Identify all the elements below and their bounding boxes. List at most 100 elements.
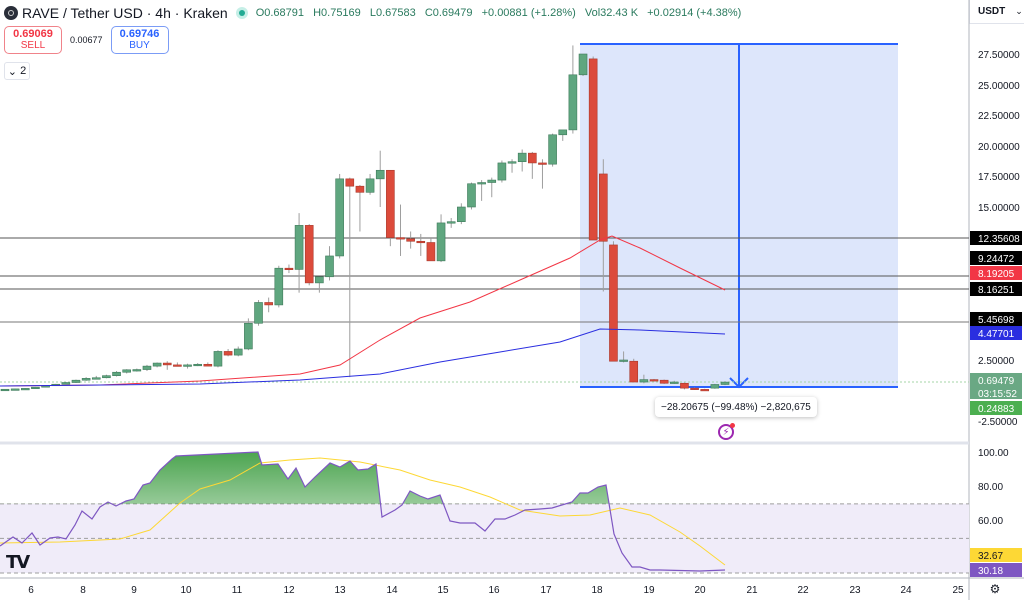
candle: [132, 368, 142, 372]
candle: [203, 362, 213, 367]
candle: [213, 350, 223, 368]
rave-logo-icon: [4, 6, 18, 20]
candle: [497, 160, 507, 183]
svg-text:22: 22: [797, 585, 809, 596]
svg-text:21: 21: [746, 585, 758, 596]
candle: [659, 379, 669, 384]
svg-text:15.00000: 15.00000: [978, 203, 1020, 214]
svg-text:6: 6: [28, 585, 34, 596]
svg-text:0.24883: 0.24883: [978, 404, 1015, 415]
candle: [183, 363, 192, 369]
candle: [162, 361, 172, 370]
candle: [680, 382, 689, 390]
candle: [578, 53, 588, 77]
candle: [649, 378, 659, 382]
candle: [335, 173, 344, 259]
price-level-tag: 0.69479 03:15:52: [970, 373, 1022, 400]
gear-icon[interactable]: ⚙: [989, 582, 1001, 596]
candle: [375, 150, 385, 207]
svg-text:8.16251: 8.16251: [978, 285, 1015, 296]
candle: [294, 213, 304, 293]
candle: [264, 297, 273, 313]
ohlc-values: O0.68791 H0.75169 L0.67583 C0.69479 +0.0…: [256, 7, 748, 19]
candle: [487, 177, 497, 198]
candle: [304, 224, 314, 286]
candle: [477, 180, 486, 201]
sell-price: 0.69069: [13, 28, 53, 40]
close-value: C0.69479: [424, 7, 473, 19]
svg-text:17.50000: 17.50000: [978, 172, 1020, 183]
svg-text:8.19205: 8.19205: [978, 269, 1015, 280]
svg-text:12.35608: 12.35608: [978, 234, 1020, 245]
candle: [61, 382, 71, 385]
symbol-title[interactable]: RAVE / Tether USD · 4h · Kraken: [22, 5, 228, 21]
candle: [720, 381, 730, 386]
candle: [365, 173, 375, 195]
candle: [639, 374, 649, 384]
svg-text:13: 13: [334, 585, 346, 596]
candle: [152, 362, 162, 368]
svg-text:100.00: 100.00: [978, 448, 1009, 459]
candle: [315, 276, 324, 293]
candle: [609, 241, 618, 362]
svg-text:23: 23: [849, 585, 861, 596]
candle: [690, 387, 699, 390]
candle: [142, 364, 152, 372]
price-level-tag: 8.19205: [970, 266, 1022, 280]
ma-slow-line: [0, 328, 726, 387]
indicators-toggle-button[interactable]: ⌄ 2: [4, 62, 30, 80]
svg-text:12: 12: [283, 585, 295, 596]
svg-text:5.45698: 5.45698: [978, 315, 1015, 326]
svg-text:9: 9: [131, 585, 137, 596]
buy-button[interactable]: 0.69746 BUY: [110, 26, 169, 54]
sell-label: SELL: [20, 40, 46, 51]
spread-value: 0.00677: [70, 35, 103, 45]
candle: [436, 214, 446, 263]
currency-label: USDT: [978, 6, 1006, 17]
candle: [669, 380, 679, 384]
candle: [426, 238, 436, 262]
price-level-tag: 9.24472: [970, 251, 1022, 265]
buy-price: 0.69746: [119, 28, 160, 40]
svg-text:17: 17: [540, 585, 552, 596]
svg-text:0.69479: 0.69479: [978, 376, 1015, 387]
ma-fast-line: [0, 235, 726, 387]
tradingview-logo[interactable]: TV: [6, 552, 30, 573]
svg-text:-2.50000: -2.50000: [978, 417, 1018, 428]
candle: [274, 265, 284, 308]
svg-text:25: 25: [952, 585, 964, 596]
candle: [416, 233, 426, 256]
candle: [112, 371, 121, 377]
measure-label: −28.20675 (−99.48%) −2,820,675: [661, 401, 811, 413]
change-value: +0.00881 (+1.28%): [481, 7, 576, 19]
svg-text:10: 10: [180, 585, 192, 596]
svg-text:14: 14: [386, 585, 398, 596]
candle: [396, 204, 405, 256]
price-level-tag: 12.35608: [970, 231, 1022, 245]
rsi-ma-line: [0, 457, 726, 566]
candle: [619, 351, 628, 363]
candle: [20, 388, 30, 391]
candle: [71, 379, 81, 384]
svg-text:4.47701: 4.47701: [978, 329, 1015, 340]
candle: [173, 362, 182, 367]
candle: [538, 159, 547, 189]
lightning-alert-icon[interactable]: ⚡: [718, 423, 735, 440]
candle: [446, 218, 456, 228]
candle: [507, 159, 517, 173]
candle: [629, 358, 639, 383]
svg-text:15: 15: [437, 585, 449, 596]
volume-value: Vol32.43 K: [584, 7, 639, 19]
candle: [710, 383, 720, 389]
volume-change-value: +0.02914 (+4.38%): [647, 7, 742, 19]
price-level-tag: 4.47701: [970, 326, 1022, 340]
candle: [81, 377, 91, 381]
sell-button[interactable]: 0.69069 SELL: [4, 26, 62, 54]
candle: [517, 149, 527, 172]
svg-text:60.00: 60.00: [978, 516, 1003, 527]
chevron-down-icon: ⌄: [1015, 6, 1023, 16]
svg-text:19: 19: [643, 585, 655, 596]
candle: [467, 182, 476, 210]
indicator-count: 2: [20, 65, 27, 77]
